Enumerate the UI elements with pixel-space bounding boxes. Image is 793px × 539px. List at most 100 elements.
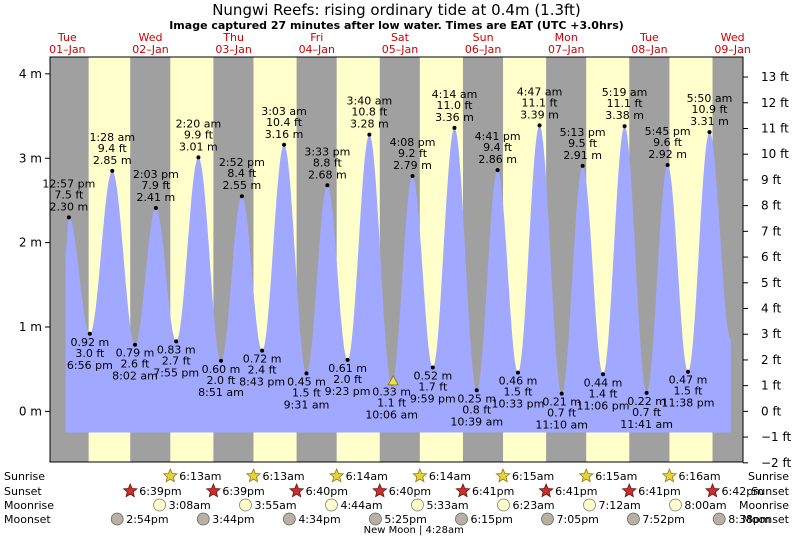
- row-label-right: Sunset: [751, 485, 789, 498]
- day-date: 03–Jan: [215, 43, 251, 56]
- y-right-tick-label: 7 ft: [761, 224, 781, 238]
- tide-high-time: 4:41 pm: [475, 130, 521, 143]
- tide-point: [474, 388, 479, 393]
- tide-low-ft: 0.8 ft: [462, 403, 492, 416]
- y-left-tick-label: 3 m: [19, 151, 42, 165]
- tide-point: [644, 390, 649, 395]
- tide-point: [239, 194, 244, 199]
- tide-low-m: 0.83 m: [157, 343, 196, 356]
- moonset-icon: [282, 512, 296, 526]
- row-label-right: Moonset: [742, 513, 789, 526]
- tide-high-time: 3:40 am: [347, 95, 393, 108]
- sunset-icon: [704, 482, 721, 498]
- tide-high-m: 2.41 m: [136, 191, 175, 204]
- sunset-time: 6:40pm: [389, 485, 431, 498]
- sunset-icon: [205, 482, 221, 498]
- day-date: 07–Jan: [548, 43, 584, 56]
- tide-point: [601, 372, 606, 377]
- moonset-icon: [369, 512, 382, 526]
- y-right-tick-label: 3 ft: [761, 327, 781, 341]
- moonrise-icon: [153, 498, 166, 512]
- tide-point: [622, 124, 627, 129]
- moonset-icon: [712, 512, 726, 526]
- tide-low-ft: 3.0 ft: [75, 347, 105, 360]
- tide-point: [132, 342, 137, 347]
- tide-point: [66, 215, 71, 220]
- tide-high-time: 5:50 am: [687, 92, 733, 105]
- tide-low-time: 8:51 am: [198, 386, 244, 399]
- sunset-time: 6:41pm: [638, 485, 680, 498]
- sunset-icon: [122, 482, 138, 498]
- day-name: Tue: [639, 31, 659, 44]
- y-axis-right: 13 ft 12 ft 11 ft 10 ft 9 ft 8 ft 7 ft 6 ft 5 ft…: [743, 70, 792, 470]
- tide-high-ft: 10.9 ft: [692, 103, 729, 116]
- tide-high-ft: 10.8 ft: [351, 106, 388, 119]
- tide-low-time: 10:33 pm: [491, 398, 544, 411]
- tide-labels: 12:57 pm7.5 ft2.30 m 0.92 m3.0 ft6:56 pm 1…: [42, 85, 732, 431]
- current-tide-marker: [387, 375, 399, 386]
- sunset-icon: [621, 482, 637, 498]
- tide-point: [452, 125, 457, 130]
- moonrise-time: 4:44am: [340, 499, 382, 512]
- tide-low-m: 0.25 m: [457, 392, 496, 405]
- tide-low-time: 9:31 am: [284, 398, 330, 411]
- sunrise-icon: [578, 467, 594, 483]
- moonrise-time: 3:08am: [169, 499, 211, 512]
- sunset-icon: [372, 482, 388, 498]
- tide-high-time: 5:45 pm: [645, 125, 691, 138]
- tide-high-m: 3.36 m: [435, 111, 474, 124]
- tide-point: [325, 183, 330, 188]
- plot-frame: [49, 56, 744, 463]
- sunset-time: 6:42pm: [722, 485, 764, 498]
- row-label-right: Moonrise: [739, 499, 789, 512]
- tide-point: [580, 163, 585, 168]
- tide-point: [304, 371, 309, 376]
- tide-high-m: 3.38 m: [605, 109, 644, 122]
- sunrise-icon: [412, 467, 428, 483]
- y-right-tick-label: 1 ft: [761, 379, 781, 393]
- tide-point: [196, 155, 201, 160]
- tide-high-time: 2:52 pm: [219, 156, 265, 169]
- y-right-tick-label: 0 ft: [761, 404, 781, 418]
- row-label-left: Sunrise: [4, 470, 45, 483]
- y-right-tick-label: 13 ft: [761, 70, 789, 84]
- y-right-tick-label: 12 ft: [761, 96, 789, 110]
- sunset-icon: [288, 482, 305, 498]
- moonset-icon: [196, 512, 210, 526]
- tide-high-m: 2.30 m: [50, 200, 89, 213]
- tide-high-m: 3.39 m: [520, 108, 559, 121]
- day-date: 09–Jan: [714, 43, 750, 56]
- tide-high-time: 2:03 pm: [133, 168, 179, 181]
- moonrise-icon: [239, 498, 252, 512]
- moonset-time: 3:44pm: [212, 513, 254, 526]
- sunset-icon: [455, 482, 471, 498]
- row-label-left: Moonset: [4, 513, 51, 526]
- sunrise-time: 6:13am: [262, 470, 304, 483]
- tide-low-m: 0.60 m: [202, 363, 241, 376]
- tide-high-time: 5:19 am: [602, 86, 648, 99]
- tide-high-m: 2.91 m: [563, 149, 602, 162]
- tide-low-time: 7:55 pm: [153, 366, 199, 379]
- sunrise-icon: [162, 467, 179, 483]
- row-label-left: Moonrise: [4, 499, 54, 512]
- day-name: Sun: [473, 31, 494, 44]
- row-label-right: Sunrise: [748, 470, 789, 483]
- day-date: 02–Jan: [132, 43, 168, 56]
- tide-high-m: 3.16 m: [265, 128, 304, 141]
- tide-low-ft: 1.4 ft: [589, 387, 619, 400]
- moonset-icon: [110, 512, 124, 526]
- tide-high-ft: 9.5 ft: [568, 137, 598, 150]
- sunrise-icon: [661, 467, 678, 483]
- tide-high-time: 4:14 am: [432, 88, 478, 101]
- moonrise-icon: [497, 498, 510, 512]
- sunrise-icon: [328, 467, 345, 483]
- tide-high-m: 2.85 m: [93, 154, 132, 167]
- tide-high-ft: 11.1 ft: [522, 96, 559, 109]
- sunrise-time: 6:15am: [595, 470, 637, 483]
- day-date: 06–Jan: [465, 43, 501, 56]
- day-name: Sat: [391, 31, 410, 44]
- tide-point: [367, 132, 372, 137]
- tide-high-m: 2.79 m: [393, 159, 432, 172]
- tide-low-time: 10:06 am: [365, 409, 418, 422]
- y-right-tick-label: 10 ft: [761, 147, 789, 161]
